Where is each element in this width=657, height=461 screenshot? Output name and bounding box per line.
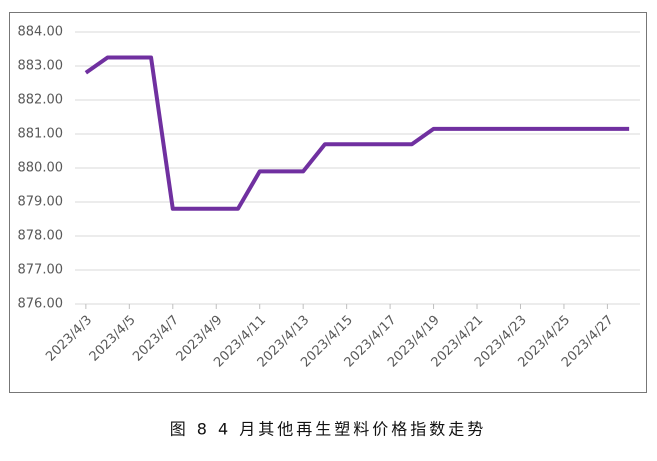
- y-tick-label: 881.00: [18, 127, 64, 142]
- y-tick-label: 882.00: [18, 93, 64, 108]
- y-tick-label: 876.00: [18, 297, 64, 312]
- data-line: [84, 55, 630, 211]
- y-tick-label: 878.00: [18, 229, 64, 244]
- caption: 图 8 4 月其他再生塑料价格指数走势: [170, 420, 487, 439]
- y-tick-label: 880.00: [18, 161, 64, 176]
- y-tick-label: 879.00: [18, 195, 64, 210]
- y-tick-label: 877.00: [18, 263, 64, 278]
- y-tick-label: 883.00: [18, 59, 64, 74]
- y-tick-label: 884.00: [18, 25, 64, 40]
